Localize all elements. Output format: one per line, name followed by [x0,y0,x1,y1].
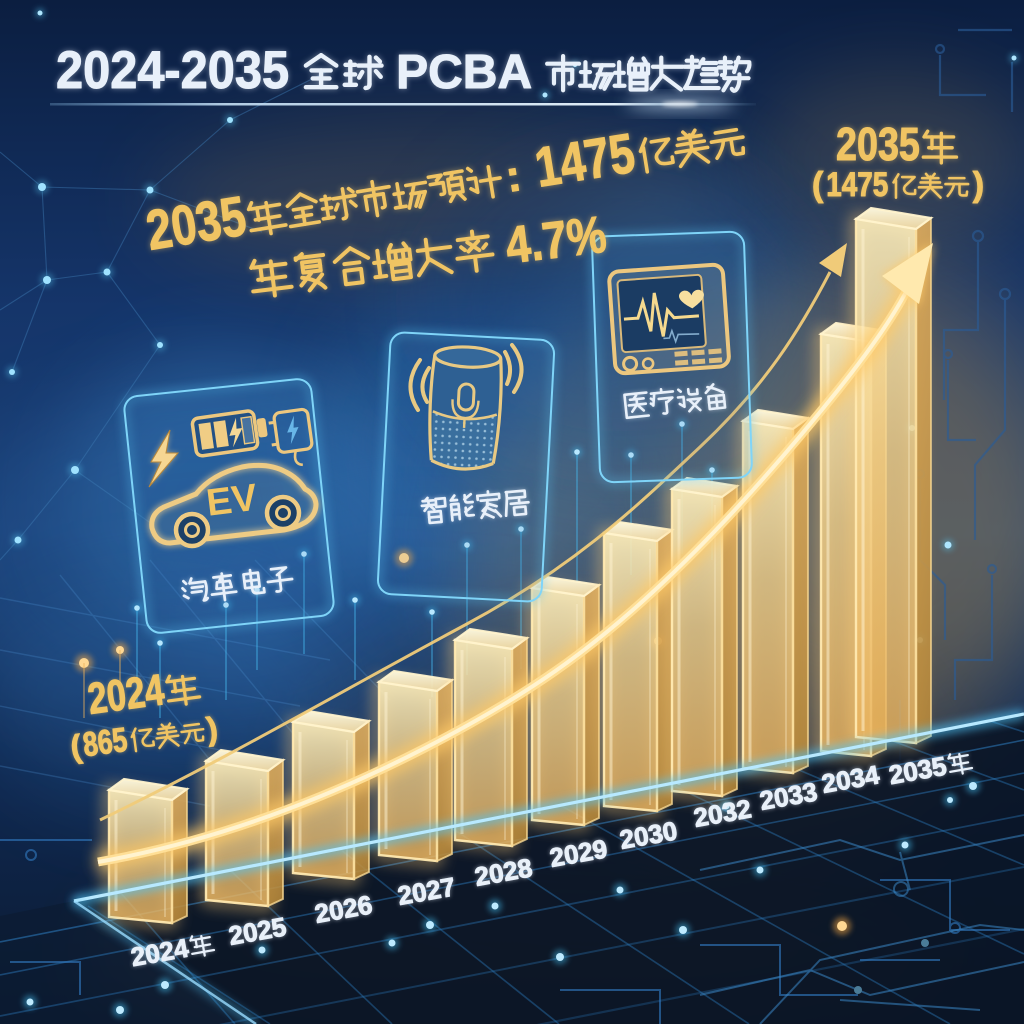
svg-text:2035: 2035 [836,118,920,169]
svg-text:): ) [973,166,984,204]
svg-text:2024: 2024 [85,665,167,724]
svg-text:2024-2035: 2024-2035 [56,40,289,99]
svg-text:2024: 2024 [85,665,167,724]
svg-text:(: ( [812,166,824,204]
svg-text:): ) [973,166,984,204]
svg-text:EV: EV [204,477,260,525]
svg-text:4.7%: 4.7% [502,205,609,275]
svg-text:): ) [204,710,219,747]
svg-text:PCBA: PCBA [396,46,532,99]
svg-text:2035: 2035 [836,118,920,169]
svg-text:1475: 1475 [531,121,639,199]
svg-text:1475: 1475 [826,165,888,203]
svg-text:PCBA: PCBA [396,46,532,99]
svg-text:865: 865 [81,721,130,764]
svg-text:865: 865 [81,721,130,764]
svg-text:2024-2035: 2024-2035 [56,40,289,99]
svg-text:(: ( [812,166,824,204]
svg-text:(: ( [68,728,84,765]
svg-text:4.7%: 4.7% [502,205,609,275]
svg-text:1475: 1475 [826,165,888,203]
svg-text:): ) [204,710,219,747]
svg-text:2035: 2035 [142,184,250,262]
